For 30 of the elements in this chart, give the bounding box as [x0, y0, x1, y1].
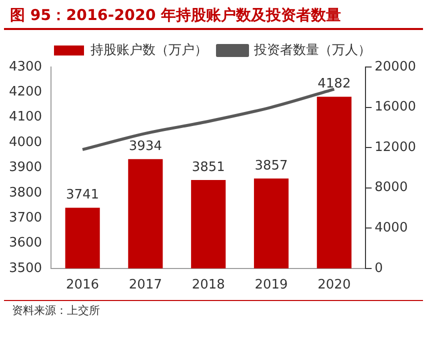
x-tick-label: 2016	[66, 278, 100, 293]
y-tick-label: 4300	[8, 59, 42, 74]
y2-tick-label: 0	[374, 260, 383, 276]
y2-tick-label: 20000	[374, 59, 416, 74]
legend-label: 持股账户数（万户）	[90, 42, 208, 58]
legend-label: 投资者数量（万人）	[253, 42, 371, 58]
data-label: 3741	[66, 188, 100, 203]
y2-tick-label: 8000	[374, 180, 408, 196]
x-tick-label: 2018	[192, 278, 225, 293]
line-series	[81, 88, 336, 152]
y2-tick-label: 12000	[374, 140, 416, 155]
y-tick-label: 4100	[8, 110, 42, 125]
y-tick-label: 4200	[8, 84, 42, 100]
x-tick-label: 2019	[254, 278, 288, 293]
y2-tick-label: 4000	[374, 220, 408, 236]
y-tick-label: 3900	[8, 160, 42, 176]
x-tick-label: 2020	[318, 278, 351, 293]
data-label: 4182	[318, 76, 351, 92]
data-label: 3934	[128, 139, 162, 154]
y2-tick-label: 16000	[374, 100, 416, 115]
chart-title: 图 95：2016-2020 年持股账户数及投资者数量	[4, 0, 423, 30]
data-label: 3851	[192, 160, 225, 175]
text: 资料来源：上交所	[4, 300, 423, 320]
y-tick-label: 3500	[8, 260, 42, 276]
y-tick-label: 3600	[8, 236, 42, 251]
y-tick-label: 3800	[8, 185, 42, 200]
y-tick-label: 3700	[8, 210, 42, 226]
data-label: 3857	[254, 158, 288, 174]
x-tick-label: 2017	[128, 278, 162, 293]
y-tick-label: 4000	[8, 134, 42, 150]
